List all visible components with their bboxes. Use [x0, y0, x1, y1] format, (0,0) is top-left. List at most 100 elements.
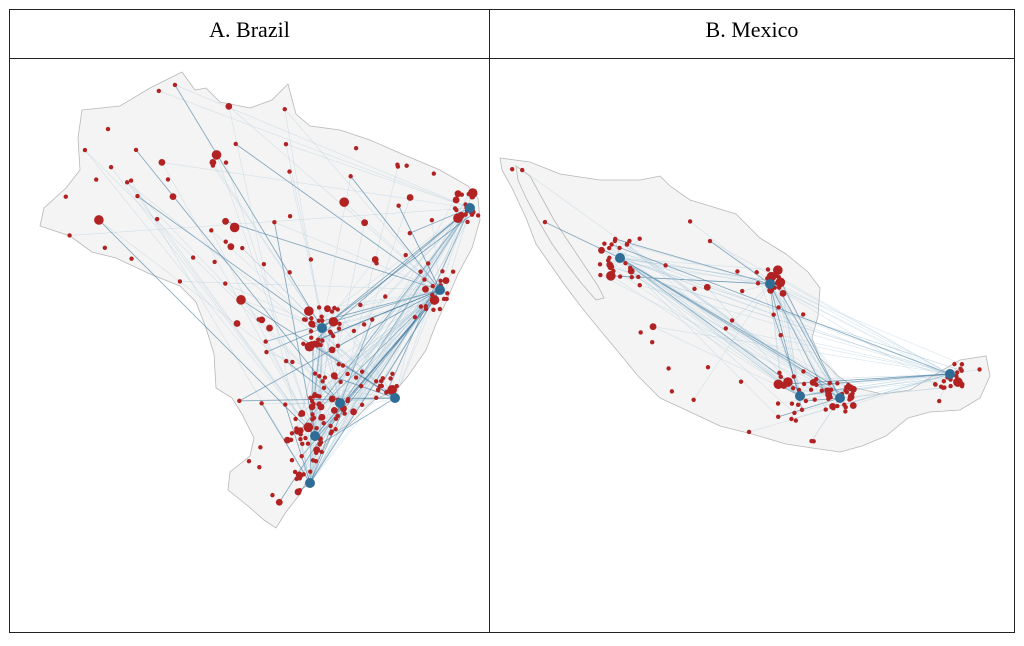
- mexico-node-circle: [771, 312, 776, 317]
- brazil-flow-line: [319, 397, 396, 445]
- mexico-node-circle: [703, 283, 711, 291]
- mexico-node-circle: [823, 407, 828, 412]
- mexico-node-circle: [831, 405, 836, 411]
- mexico-hub-circle: [795, 391, 805, 401]
- mexico-node-circle: [729, 318, 735, 323]
- brazil-node-circle: [124, 180, 130, 185]
- mexico-hub-circle: [615, 253, 625, 263]
- brazil-node-circle: [333, 427, 338, 432]
- brazil-node-circle: [298, 437, 303, 442]
- brazil-flow-line: [265, 289, 441, 342]
- brazil-node-circle: [296, 427, 304, 435]
- brazil-flow-line: [339, 263, 429, 404]
- mexico-node-circle: [937, 398, 942, 404]
- mexico-node-circle: [663, 263, 668, 268]
- mexico-hub-circle: [945, 369, 955, 379]
- mexico-flow-line: [780, 282, 801, 397]
- brazil-node-circle: [289, 431, 295, 436]
- brazil-node-circle: [309, 335, 314, 340]
- mexico-flow-line: [619, 257, 785, 387]
- mexico-flow-line: [799, 377, 948, 397]
- mexico-flow-line: [693, 283, 771, 400]
- brazil-node-circle: [229, 222, 240, 233]
- brazil-flow-line: [337, 345, 396, 399]
- brazil-node-circle: [212, 259, 217, 265]
- mexico-flow-line: [839, 387, 944, 399]
- mexico-node-circle: [791, 374, 796, 379]
- brazil-node-circle: [328, 346, 336, 354]
- brazil-flow-line: [314, 385, 382, 437]
- mexico-node-circle: [636, 274, 641, 280]
- brazil-hub-circle: [465, 203, 475, 213]
- brazil-node-circle: [370, 317, 375, 322]
- mexico-flow-line: [601, 250, 801, 397]
- mexico-flow-line: [769, 283, 951, 376]
- brazil-node-circle: [309, 316, 314, 321]
- brazil-node-circle: [293, 416, 298, 422]
- mexico-node-circle: [808, 387, 814, 392]
- brazil-node-circle: [457, 211, 465, 219]
- brazil-node-circle: [348, 174, 353, 179]
- mexico-flow-line: [709, 240, 951, 375]
- brazil-node-circle: [263, 339, 268, 344]
- brazil-node-circle: [298, 410, 306, 417]
- mexico-node-circle: [811, 439, 816, 444]
- brazil-flow-line: [225, 162, 316, 437]
- mexico-flow-line: [769, 283, 829, 400]
- mexico-node-circle: [638, 330, 643, 335]
- brazil-flow-line: [240, 299, 396, 399]
- mexico-flow-line: [609, 247, 801, 397]
- brazil-flow-line: [321, 298, 447, 329]
- brazil-node-circle: [345, 396, 351, 402]
- mexico-node-circle: [801, 369, 806, 374]
- brazil-node-circle: [336, 326, 342, 331]
- brazil-node-circle: [312, 371, 318, 376]
- brazil-flow-line: [310, 397, 341, 404]
- mexico-node-circle: [940, 385, 946, 390]
- mexico-node-circle: [692, 286, 697, 292]
- mexico-node-circle: [777, 370, 782, 376]
- mexico-node-circle: [776, 274, 781, 280]
- mexico-node-circle: [723, 326, 728, 331]
- mexico-node-circle: [739, 288, 745, 294]
- mexico-node-circle: [783, 377, 793, 387]
- mexico-node-circle: [778, 332, 783, 338]
- brazil-flow-line: [339, 193, 459, 404]
- brazil-node-circle: [379, 383, 384, 389]
- brazil-node-circle: [311, 394, 316, 399]
- mexico-flow-line: [610, 266, 801, 397]
- brazil-node-circle: [338, 379, 343, 385]
- brazil-node-circle: [374, 395, 379, 400]
- mexico-node-circle: [843, 409, 848, 414]
- brazil-flow-line: [284, 109, 323, 329]
- brazil-flow-line: [161, 162, 471, 209]
- panel-title-brazil: A. Brazil: [209, 17, 290, 42]
- mexico-flow-line: [778, 373, 951, 404]
- mexico-flow-line: [609, 247, 951, 375]
- brazil-node-circle: [210, 163, 216, 168]
- brazil-node-circle: [303, 435, 308, 441]
- mexico-flow-line: [611, 244, 801, 397]
- mexico-flow-line: [601, 249, 771, 285]
- mexico-node-circle: [792, 410, 797, 416]
- mexico-node-circle: [649, 323, 657, 331]
- brazil-node-circle: [308, 469, 313, 474]
- brazil-node-circle: [287, 270, 292, 275]
- brazil-flow-line: [212, 165, 323, 329]
- brazil-node-circle: [165, 177, 171, 182]
- brazil-node-circle: [133, 147, 139, 153]
- brazil-flow-line: [394, 299, 435, 399]
- brazil-node-circle: [475, 213, 481, 218]
- mexico-node-circle: [650, 339, 655, 345]
- brazil-flow-line: [216, 154, 316, 437]
- brazil-node-circle: [320, 338, 325, 343]
- brazil-flow-line: [278, 207, 471, 503]
- brazil-node-circle: [437, 306, 443, 312]
- brazil-node-circle: [316, 305, 322, 310]
- brazil-node-circle: [452, 196, 460, 204]
- mexico-node-circle: [687, 219, 693, 224]
- brazil-node-circle: [322, 375, 328, 380]
- brazil-flow-line: [321, 324, 365, 329]
- brazil-node-circle: [310, 458, 316, 463]
- brazil-flow-line: [339, 166, 399, 404]
